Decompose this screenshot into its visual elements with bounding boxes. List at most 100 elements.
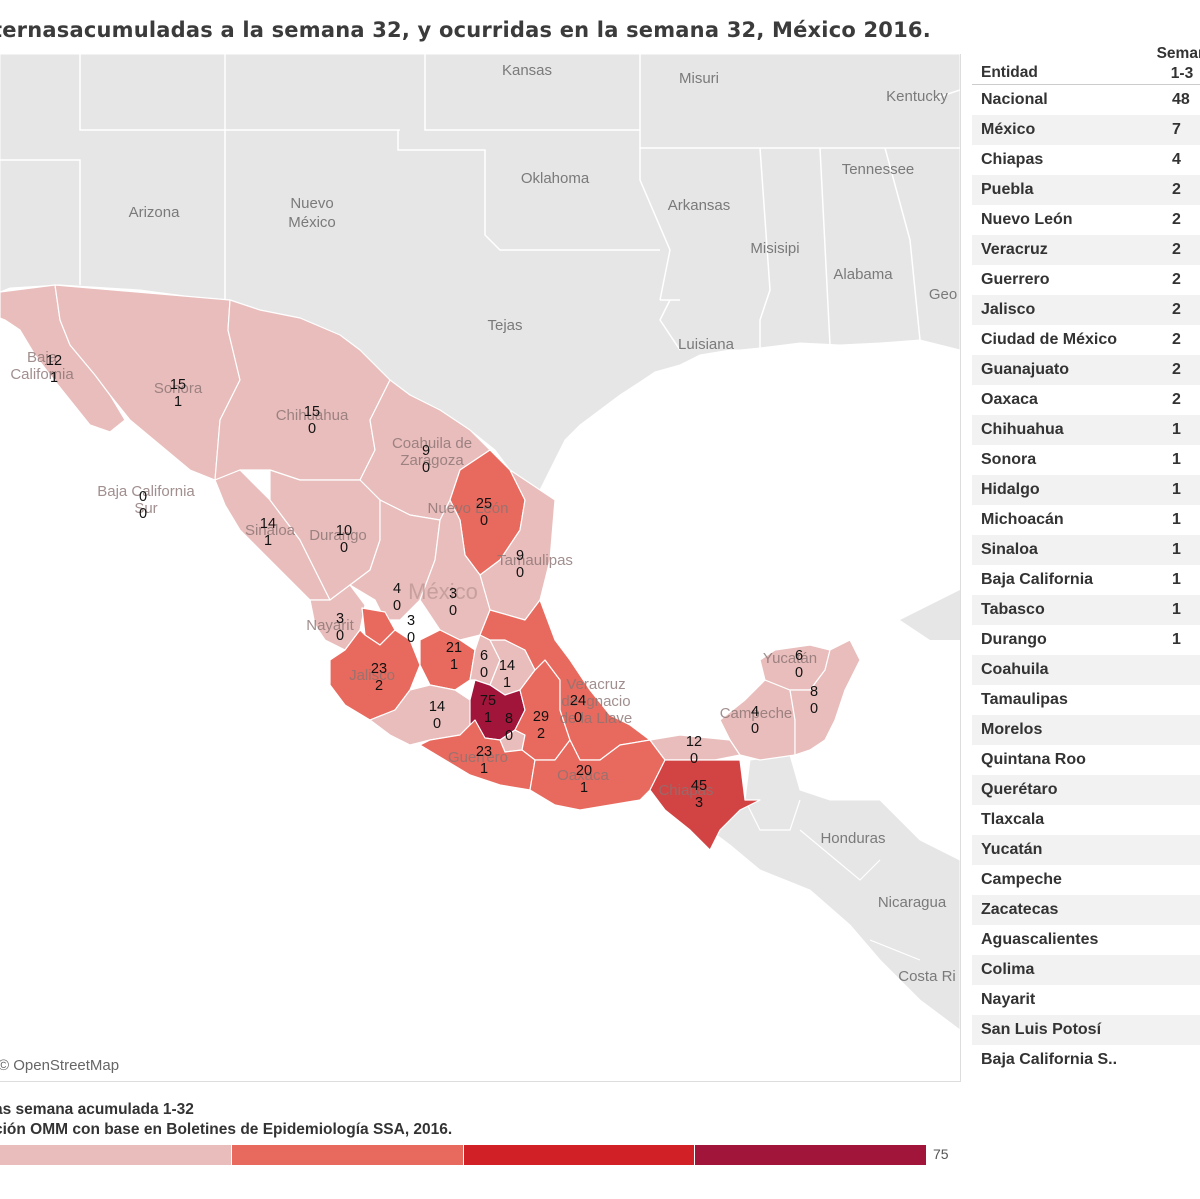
us-state-label: Misisipi xyxy=(750,240,799,257)
entity-name: Hidalgo xyxy=(981,481,1040,498)
table-row[interactable]: Colima xyxy=(972,955,1200,985)
table-row[interactable]: Baja California 1 xyxy=(972,565,1200,595)
state-name-label: Oaxaca xyxy=(557,767,609,784)
header-week-line2: 1-3 xyxy=(1170,65,1194,82)
table-row[interactable]: Oaxaca 2 xyxy=(972,385,1200,415)
state-week-label: 0 xyxy=(449,603,457,619)
table-row[interactable]: Ciudad de México 2 xyxy=(972,325,1200,355)
table-row[interactable]: Querétaro xyxy=(972,775,1200,805)
state-zacatecas[interactable] xyxy=(349,499,441,621)
country-label: México xyxy=(408,579,478,604)
table-header: Entidad Seman 1-3 xyxy=(972,44,1200,85)
state-week-label: 1 xyxy=(480,761,488,777)
us-state-label: Alabama xyxy=(833,266,893,283)
state-cumulative-label: 15 xyxy=(304,404,320,420)
table-row[interactable]: Hidalgo 1 xyxy=(972,475,1200,505)
table-row[interactable]: Tamaulipas xyxy=(972,685,1200,715)
state-week-label: 1 xyxy=(503,675,511,691)
table-row[interactable]: Michoacán 1 xyxy=(972,505,1200,535)
table-row[interactable]: Veracruz 2 xyxy=(972,235,1200,265)
entity-name: Puebla xyxy=(981,181,1034,198)
mexico-states xyxy=(0,284,861,851)
entity-value: 1 xyxy=(1172,481,1181,498)
table-row[interactable]: Zacatecas xyxy=(972,895,1200,925)
table-row[interactable]: México 7 xyxy=(972,115,1200,145)
us-state-label: Oklahoma xyxy=(521,170,590,187)
table-row[interactable]: Aguascalientes xyxy=(972,925,1200,955)
table-row[interactable]: Puebla 2 xyxy=(972,175,1200,205)
header-week[interactable]: Seman 1-3 xyxy=(1152,44,1200,84)
state-cumulative-label: 8 xyxy=(505,711,513,727)
table-row[interactable]: Jalisco 2 xyxy=(972,295,1200,325)
state-name-label: Nuevo León xyxy=(428,500,509,517)
table-row[interactable]: Tabasco 1 xyxy=(972,595,1200,625)
table-row[interactable]: San Luis Potosí xyxy=(972,1015,1200,1045)
state-jalisco[interactable] xyxy=(329,629,421,721)
state-week-label: 0 xyxy=(340,540,348,556)
state-week-label: 1 xyxy=(264,533,272,549)
state-week-label: 0 xyxy=(433,716,441,732)
table-row[interactable]: Yucatán xyxy=(972,835,1200,865)
table-row[interactable]: Nuevo León 2 xyxy=(972,205,1200,235)
mexico-map[interactable]: Colorado Kansas Misuri Kentucky Oklahoma Tenn… xyxy=(0,54,960,1081)
state-cumulative-label: 24 xyxy=(570,693,586,709)
entity-value: 2 xyxy=(1172,391,1181,408)
state-guanajuato[interactable] xyxy=(419,629,476,691)
table-row[interactable]: Guerrero 2 xyxy=(972,265,1200,295)
entity-value: 2 xyxy=(1172,331,1181,348)
entity-value: 1 xyxy=(1172,421,1181,438)
legend-segment xyxy=(695,1145,926,1165)
entity-value: 2 xyxy=(1172,271,1181,288)
table-row[interactable]: Chiapas 4 xyxy=(972,145,1200,175)
entity-name: Guerrero xyxy=(981,271,1050,288)
table-row[interactable]: Chihuahua 1 xyxy=(972,415,1200,445)
table-row[interactable]: Nacional 48 xyxy=(972,85,1200,115)
table-row[interactable]: Quintana Roo xyxy=(972,745,1200,775)
us-state-label: Geo xyxy=(929,286,957,303)
state-guerrero[interactable] xyxy=(419,719,536,791)
table-row[interactable]: Guanajuato 2 xyxy=(972,355,1200,385)
entity-name: Tlaxcala xyxy=(981,811,1045,828)
state-week-label: 3 xyxy=(695,795,703,811)
table-row[interactable]: Sonora 1 xyxy=(972,445,1200,475)
table-row[interactable]: Nayarit xyxy=(972,985,1200,1015)
table-row[interactable]: Campeche xyxy=(972,865,1200,895)
header-week-line1: Seman xyxy=(1156,45,1200,62)
map-viewport[interactable]: Colorado Kansas Misuri Kentucky Oklahoma Tenn… xyxy=(0,54,961,1082)
table-row[interactable]: Sinaloa 1 xyxy=(972,535,1200,565)
entity-name: Morelos xyxy=(981,721,1043,738)
us-state-label: Kansas xyxy=(502,62,552,79)
state-cumulative-label: 25 xyxy=(476,496,492,512)
state-quintana-roo[interactable] xyxy=(789,639,861,756)
state-cumulative-label: 15 xyxy=(170,377,186,393)
entity-table[interactable]: Entidad Seman 1-3 Nacional 48 México 7 Chiap… xyxy=(972,44,1200,1075)
state-week-label: 0 xyxy=(516,565,524,581)
state-week-label: 0 xyxy=(480,513,488,529)
table-row[interactable]: Coahuila xyxy=(972,655,1200,685)
entity-name: Oaxaca xyxy=(981,391,1038,408)
legend-segment xyxy=(231,1145,464,1165)
header-entity[interactable]: Entidad xyxy=(981,64,1038,81)
legend-segment xyxy=(463,1145,696,1165)
state-week-label: 0 xyxy=(393,598,401,614)
table-row[interactable]: Tlaxcala xyxy=(972,805,1200,835)
state-week-label: 0 xyxy=(407,630,415,646)
state-cumulative-label: 3 xyxy=(449,586,457,602)
map-attribution[interactable]: © OpenStreetMap xyxy=(0,1057,120,1074)
central-america-borders xyxy=(744,589,960,961)
table-row[interactable]: Baja California S.. xyxy=(972,1045,1200,1075)
table-row[interactable]: Durango 1 xyxy=(972,625,1200,655)
state-cumulative-label: 23 xyxy=(476,744,492,760)
entity-name: Michoacán xyxy=(981,511,1064,528)
state-chiapas[interactable] xyxy=(649,759,761,851)
legend-max-label: 75 xyxy=(933,1146,949,1162)
entity-name: Tabasco xyxy=(981,601,1045,618)
state-cumulative-label: 14 xyxy=(260,516,276,532)
us-state-label: Tennessee xyxy=(842,161,915,178)
state-name-label: Chihuahua xyxy=(276,407,349,424)
state-name-labels: Baja California Sonora Chihuahua Coahuila de… xyxy=(10,349,817,799)
table-row[interactable]: Morelos xyxy=(972,715,1200,745)
state-cumulative-label: 20 xyxy=(576,763,592,779)
state-cumulative-label: 3 xyxy=(336,611,344,627)
state-cumulative-label: 3 xyxy=(407,613,415,629)
